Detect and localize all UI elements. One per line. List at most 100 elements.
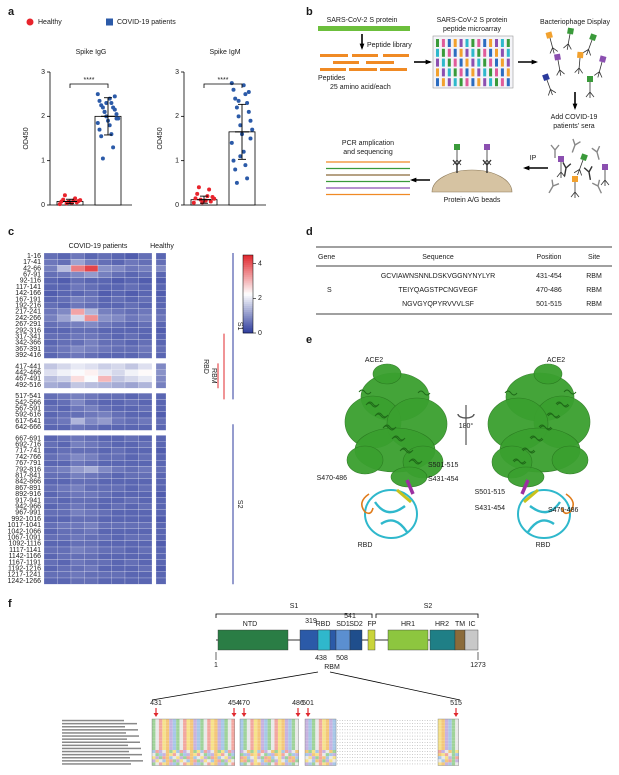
column-group-label: COVID-19 patients [69,243,128,250]
alignment-cell [318,753,323,757]
heatmap-cell [57,509,72,517]
rbd-domain [517,489,571,539]
alignment-cell [305,753,309,757]
alignment-cell [176,756,180,760]
alignment-cell [152,737,156,741]
diagram-label: SARS-CoV-2 S protein [437,17,508,24]
alignment-cell [455,750,459,754]
heatmap-cell [124,417,139,425]
heatmap-cell [124,411,139,419]
domain [454,629,466,651]
heatmap-cell [138,435,153,442]
alignment-cell [315,756,319,760]
data-point [62,193,67,198]
alignment-cell [172,756,177,760]
colorbar-segment [243,313,253,316]
row-label: 342-366 [15,340,41,347]
alignment-cell [210,719,215,723]
alignment-cell [217,737,221,741]
alignment-cell [277,734,282,738]
alignment-cell [193,759,197,763]
alignment-cell [250,756,254,760]
alignment-cell [291,719,296,723]
array-spot [441,58,445,67]
row-label: 567-591 [15,406,41,413]
alignment-cell [152,759,156,763]
alignment-cell [196,725,201,729]
alignment-cell [291,746,296,750]
heatmap-cell [70,252,85,260]
data-point [243,163,248,168]
heatmap-cell [111,302,126,309]
antibody-shape [550,144,560,158]
marker-head [453,713,459,717]
heatmap-cell [84,453,99,461]
alignment-cell [257,759,261,763]
heatmap-cell [138,447,153,455]
alignment-cell [186,722,190,726]
heatmap-cell [57,369,72,376]
y-axis-label: OD450 [23,127,30,149]
alignment-cell [438,746,442,750]
row-label: 442-466 [15,370,41,377]
bead [431,169,513,193]
alignment-cell [441,719,445,723]
heatmap-cell [84,339,99,347]
alignment-cell [315,725,319,729]
alignment-cell [183,722,187,726]
heatmap-cell [43,393,58,400]
heatmap-cell [84,352,99,359]
alignment-cell [291,756,296,760]
alignment-cell [200,753,204,757]
heatmap-cell [155,453,167,461]
helix [417,390,431,396]
alignment-cell [207,737,211,741]
alignment-cell [291,743,296,747]
alignment-cell [172,737,177,741]
heatmap-cell [124,553,139,560]
row-label: 292-316 [15,327,41,334]
heatmap-cell [155,296,167,303]
alignment-cell [284,750,289,754]
alignment-cell [311,750,316,754]
alignment-block [239,718,299,766]
alignment-cell [274,762,278,766]
data-point [243,92,248,97]
alignment-cell [176,731,180,735]
colorbar-segment [243,299,253,303]
alignment-cell [438,731,442,735]
alignment-cell [277,722,282,726]
alignment-cell [305,759,309,763]
heatmap-cell [84,424,99,431]
array-spot [489,58,493,67]
alignment-cell [455,722,459,726]
alignment-cell [253,762,258,766]
heatmap-cell [70,553,85,560]
alignment-cell [152,728,156,732]
sequence-name [62,741,140,743]
heatmap-cell [138,497,153,504]
alignment-cell [200,743,204,747]
alignment-cell [329,753,333,757]
alignment-cell [214,753,218,757]
alignment-cell [196,743,201,747]
heatmap-cell [155,363,167,370]
alignment-cell [227,731,232,735]
table-cell: TEIYQAGSTPCNGVEGF [398,287,477,294]
array-spot [500,48,504,57]
heatmap-cell [70,453,85,461]
phage [574,51,584,74]
alignment-cell [438,762,442,766]
heatmap-cell [84,302,99,309]
alignment-cell [193,722,197,726]
alignment-cell [250,734,254,738]
alignment-position: 501 [302,700,314,707]
alignment-cell [221,743,225,747]
table-cell: 431-454 [536,273,562,280]
data-point [195,191,200,196]
alignment-cell [455,725,459,729]
heatmap-cell [57,453,72,461]
peptide [383,54,409,57]
alignment-cell [243,734,247,738]
helix [530,436,544,442]
